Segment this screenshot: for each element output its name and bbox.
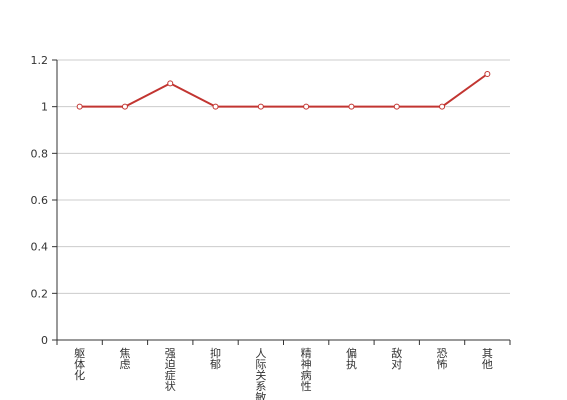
- x-category-label: 恐怖: [437, 347, 448, 371]
- y-tick-label: 0.8: [31, 147, 49, 160]
- x-category-label: 精神病性: [301, 347, 312, 393]
- x-category-label: 敌对: [391, 346, 402, 371]
- x-category-label: 强迫症状: [165, 347, 176, 393]
- data-point: [439, 103, 446, 110]
- y-axis: 0 0.2 0.4 0.6 0.8 1 1.2: [31, 54, 58, 347]
- x-category-label: 躯体化: [74, 347, 85, 382]
- data-point: [212, 103, 219, 110]
- grid-lines: [57, 59, 510, 294]
- data-point: [348, 103, 355, 110]
- x-category-label: 焦虑: [119, 347, 130, 371]
- data-point: [484, 71, 491, 77]
- data-point: [257, 103, 264, 110]
- series-layer: [76, 71, 491, 110]
- data-point: [303, 103, 310, 110]
- y-tick-label: 0: [41, 334, 48, 347]
- data-point: [121, 103, 128, 110]
- x-axis: 躯体化 焦虑 强迫症状 抑郁 人际关系敏感 精神病性 偏执 敌对 恐怖 其他: [56, 339, 511, 400]
- series-line: [79, 73, 488, 108]
- x-category-label: 其他: [482, 347, 493, 371]
- y-tick-label: 1.2: [31, 54, 49, 67]
- y-tick-label: 0.4: [31, 241, 49, 254]
- y-tick-label: 1: [41, 101, 48, 114]
- x-category-label: 抑郁: [210, 346, 221, 371]
- data-point: [76, 103, 83, 110]
- data-point: [167, 80, 174, 87]
- x-category-label: 偏执: [346, 346, 357, 371]
- data-point: [393, 103, 400, 110]
- y-tick-label: 0.6: [31, 194, 49, 207]
- x-category-label: 人际关系敏感: [255, 347, 266, 400]
- y-tick-label: 0.2: [31, 287, 49, 300]
